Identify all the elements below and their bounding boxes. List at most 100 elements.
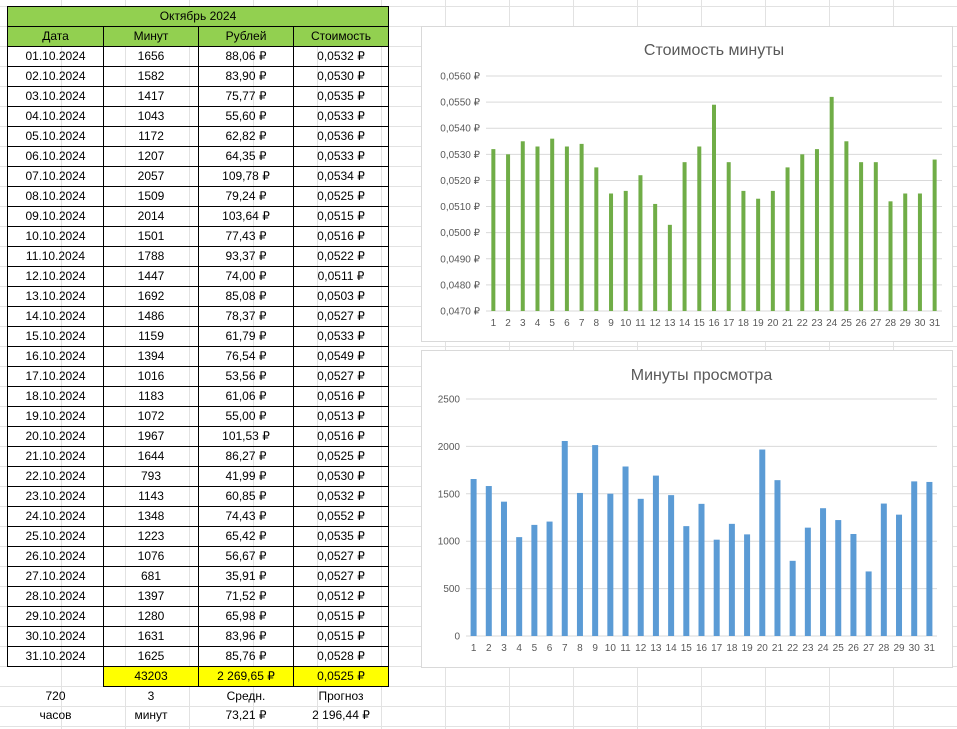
cell-cost[interactable]: 0,0516 ₽: [293, 426, 389, 447]
cell-rubles[interactable]: 65,42 ₽: [198, 526, 294, 547]
cell-rubles[interactable]: 53,56 ₽: [198, 366, 294, 387]
cell-minutes[interactable]: 1072: [103, 406, 199, 427]
summary-cell[interactable]: часов: [39, 708, 72, 722]
cell-minutes[interactable]: 1788: [103, 246, 199, 267]
cell-date[interactable]: 02.10.2024: [7, 66, 104, 87]
summary-cell[interactable]: 73,21 ₽: [225, 708, 267, 722]
cell-rubles[interactable]: 65,98 ₽: [198, 606, 294, 627]
cell-rubles[interactable]: 109,78 ₽: [198, 166, 294, 187]
empty-cell[interactable]: [8, 667, 104, 687]
cell-rubles[interactable]: 56,67 ₽: [198, 546, 294, 567]
cell-rubles[interactable]: 61,06 ₽: [198, 386, 294, 407]
cell-minutes[interactable]: 1207: [103, 146, 199, 167]
cell-minutes[interactable]: 1143: [103, 486, 199, 507]
cell-cost[interactable]: 0,0552 ₽: [293, 506, 389, 527]
cell-rubles[interactable]: 61,79 ₽: [198, 326, 294, 347]
cell-date[interactable]: 18.10.2024: [7, 386, 104, 407]
cell-minutes[interactable]: 681: [103, 566, 199, 587]
cell-date[interactable]: 20.10.2024: [7, 426, 104, 447]
cell-cost[interactable]: 0,0513 ₽: [293, 406, 389, 427]
cell-date[interactable]: 30.10.2024: [7, 626, 104, 647]
cell-minutes[interactable]: 1692: [103, 286, 199, 307]
cell-minutes[interactable]: 1625: [103, 646, 199, 667]
cell-date[interactable]: 07.10.2024: [7, 166, 104, 187]
cell-rubles[interactable]: 55,00 ₽: [198, 406, 294, 427]
cell-cost[interactable]: 0,0511 ₽: [293, 266, 389, 287]
cell-minutes[interactable]: 2014: [103, 206, 199, 227]
cell-rubles[interactable]: 83,90 ₽: [198, 66, 294, 87]
cell-cost[interactable]: 0,0530 ₽: [293, 66, 389, 87]
cell-minutes[interactable]: 1486: [103, 306, 199, 327]
minutes-chart[interactable]: Минуты просмотра 0 500 1000 1500 2000 2500 1 2 3 4…: [421, 350, 953, 668]
cell-date[interactable]: 16.10.2024: [7, 346, 104, 367]
cell-minutes[interactable]: 1967: [103, 426, 199, 447]
cell-minutes[interactable]: 1280: [103, 606, 199, 627]
cell-cost[interactable]: 0,0525 ₽: [293, 186, 389, 207]
cell-minutes[interactable]: 1016: [103, 366, 199, 387]
cell-minutes[interactable]: 1656: [103, 46, 199, 67]
total-cost[interactable]: 0,0525 ₽: [293, 666, 389, 687]
cell-cost[interactable]: 0,0533 ₽: [293, 106, 389, 127]
cell-rubles[interactable]: 88,06 ₽: [198, 46, 294, 67]
cell-rubles[interactable]: 78,37 ₽: [198, 306, 294, 327]
cell-date[interactable]: 29.10.2024: [7, 606, 104, 627]
cell-date[interactable]: 05.10.2024: [7, 126, 104, 147]
cell-date[interactable]: 24.10.2024: [7, 506, 104, 527]
cell-cost[interactable]: 0,0527 ₽: [293, 546, 389, 567]
cell-rubles[interactable]: 55,60 ₽: [198, 106, 294, 127]
header-date[interactable]: Дата: [7, 26, 104, 47]
cell-rubles[interactable]: 103,64 ₽: [198, 206, 294, 227]
header-rubles[interactable]: Рублей: [198, 26, 294, 47]
cell-date[interactable]: 10.10.2024: [7, 226, 104, 247]
cell-date[interactable]: 01.10.2024: [7, 46, 104, 67]
cell-rubles[interactable]: 35,91 ₽: [198, 566, 294, 587]
cell-minutes[interactable]: 1644: [103, 446, 199, 467]
cell-minutes[interactable]: 1223: [103, 526, 199, 547]
cell-cost[interactable]: 0,0527 ₽: [293, 366, 389, 387]
summary-cell[interactable]: минут: [134, 708, 168, 722]
cell-rubles[interactable]: 93,37 ₽: [198, 246, 294, 267]
cell-date[interactable]: 13.10.2024: [7, 286, 104, 307]
cell-cost[interactable]: 0,0515 ₽: [293, 606, 389, 627]
cell-date[interactable]: 19.10.2024: [7, 406, 104, 427]
cell-date[interactable]: 28.10.2024: [7, 586, 104, 607]
cell-date[interactable]: 06.10.2024: [7, 146, 104, 167]
cell-cost[interactable]: 0,0515 ₽: [293, 206, 389, 227]
cell-date[interactable]: 17.10.2024: [7, 366, 104, 387]
cell-date[interactable]: 12.10.2024: [7, 266, 104, 287]
cell-minutes[interactable]: 1417: [103, 86, 199, 107]
cell-rubles[interactable]: 60,85 ₽: [198, 486, 294, 507]
cell-minutes[interactable]: 793: [103, 466, 199, 487]
total-minutes[interactable]: 43203: [103, 666, 199, 687]
cell-rubles[interactable]: 101,53 ₽: [198, 426, 294, 447]
cell-cost[interactable]: 0,0516 ₽: [293, 386, 389, 407]
cell-rubles[interactable]: 75,77 ₽: [198, 86, 294, 107]
cell-rubles[interactable]: 83,96 ₽: [198, 626, 294, 647]
cell-cost[interactable]: 0,0512 ₽: [293, 586, 389, 607]
cost-chart[interactable]: Стоимость минуты 0,0470 ₽ 0,0480 ₽ 0,0490 ₽…: [421, 26, 953, 342]
cell-date[interactable]: 11.10.2024: [7, 246, 104, 267]
cell-date[interactable]: 26.10.2024: [7, 546, 104, 567]
cell-cost[interactable]: 0,0532 ₽: [293, 46, 389, 67]
cell-rubles[interactable]: 85,08 ₽: [198, 286, 294, 307]
cell-cost[interactable]: 0,0532 ₽: [293, 486, 389, 507]
cell-date[interactable]: 04.10.2024: [7, 106, 104, 127]
cell-minutes[interactable]: 1076: [103, 546, 199, 567]
cell-minutes[interactable]: 1159: [103, 326, 199, 347]
summary-cell[interactable]: 2 196,44 ₽: [312, 708, 370, 722]
header-minutes[interactable]: Минут: [103, 26, 199, 47]
cell-rubles[interactable]: 74,00 ₽: [198, 266, 294, 287]
cell-rubles[interactable]: 76,54 ₽: [198, 346, 294, 367]
cell-date[interactable]: 09.10.2024: [7, 206, 104, 227]
cell-cost[interactable]: 0,0522 ₽: [293, 246, 389, 267]
cell-date[interactable]: 21.10.2024: [7, 446, 104, 467]
cell-cost[interactable]: 0,0527 ₽: [293, 306, 389, 327]
cell-date[interactable]: 31.10.2024: [7, 646, 104, 667]
cell-minutes[interactable]: 1172: [103, 126, 199, 147]
cell-rubles[interactable]: 62,82 ₽: [198, 126, 294, 147]
cell-cost[interactable]: 0,0530 ₽: [293, 466, 389, 487]
cell-minutes[interactable]: 1582: [103, 66, 199, 87]
summary-cell[interactable]: 720: [45, 688, 66, 703]
summary-cell[interactable]: Прогноз: [318, 689, 364, 703]
cell-rubles[interactable]: 85,76 ₽: [198, 646, 294, 667]
